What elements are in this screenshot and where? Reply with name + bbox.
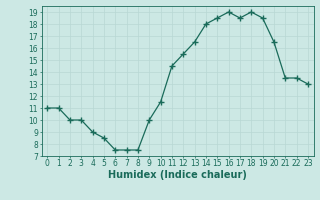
X-axis label: Humidex (Indice chaleur): Humidex (Indice chaleur) xyxy=(108,170,247,180)
